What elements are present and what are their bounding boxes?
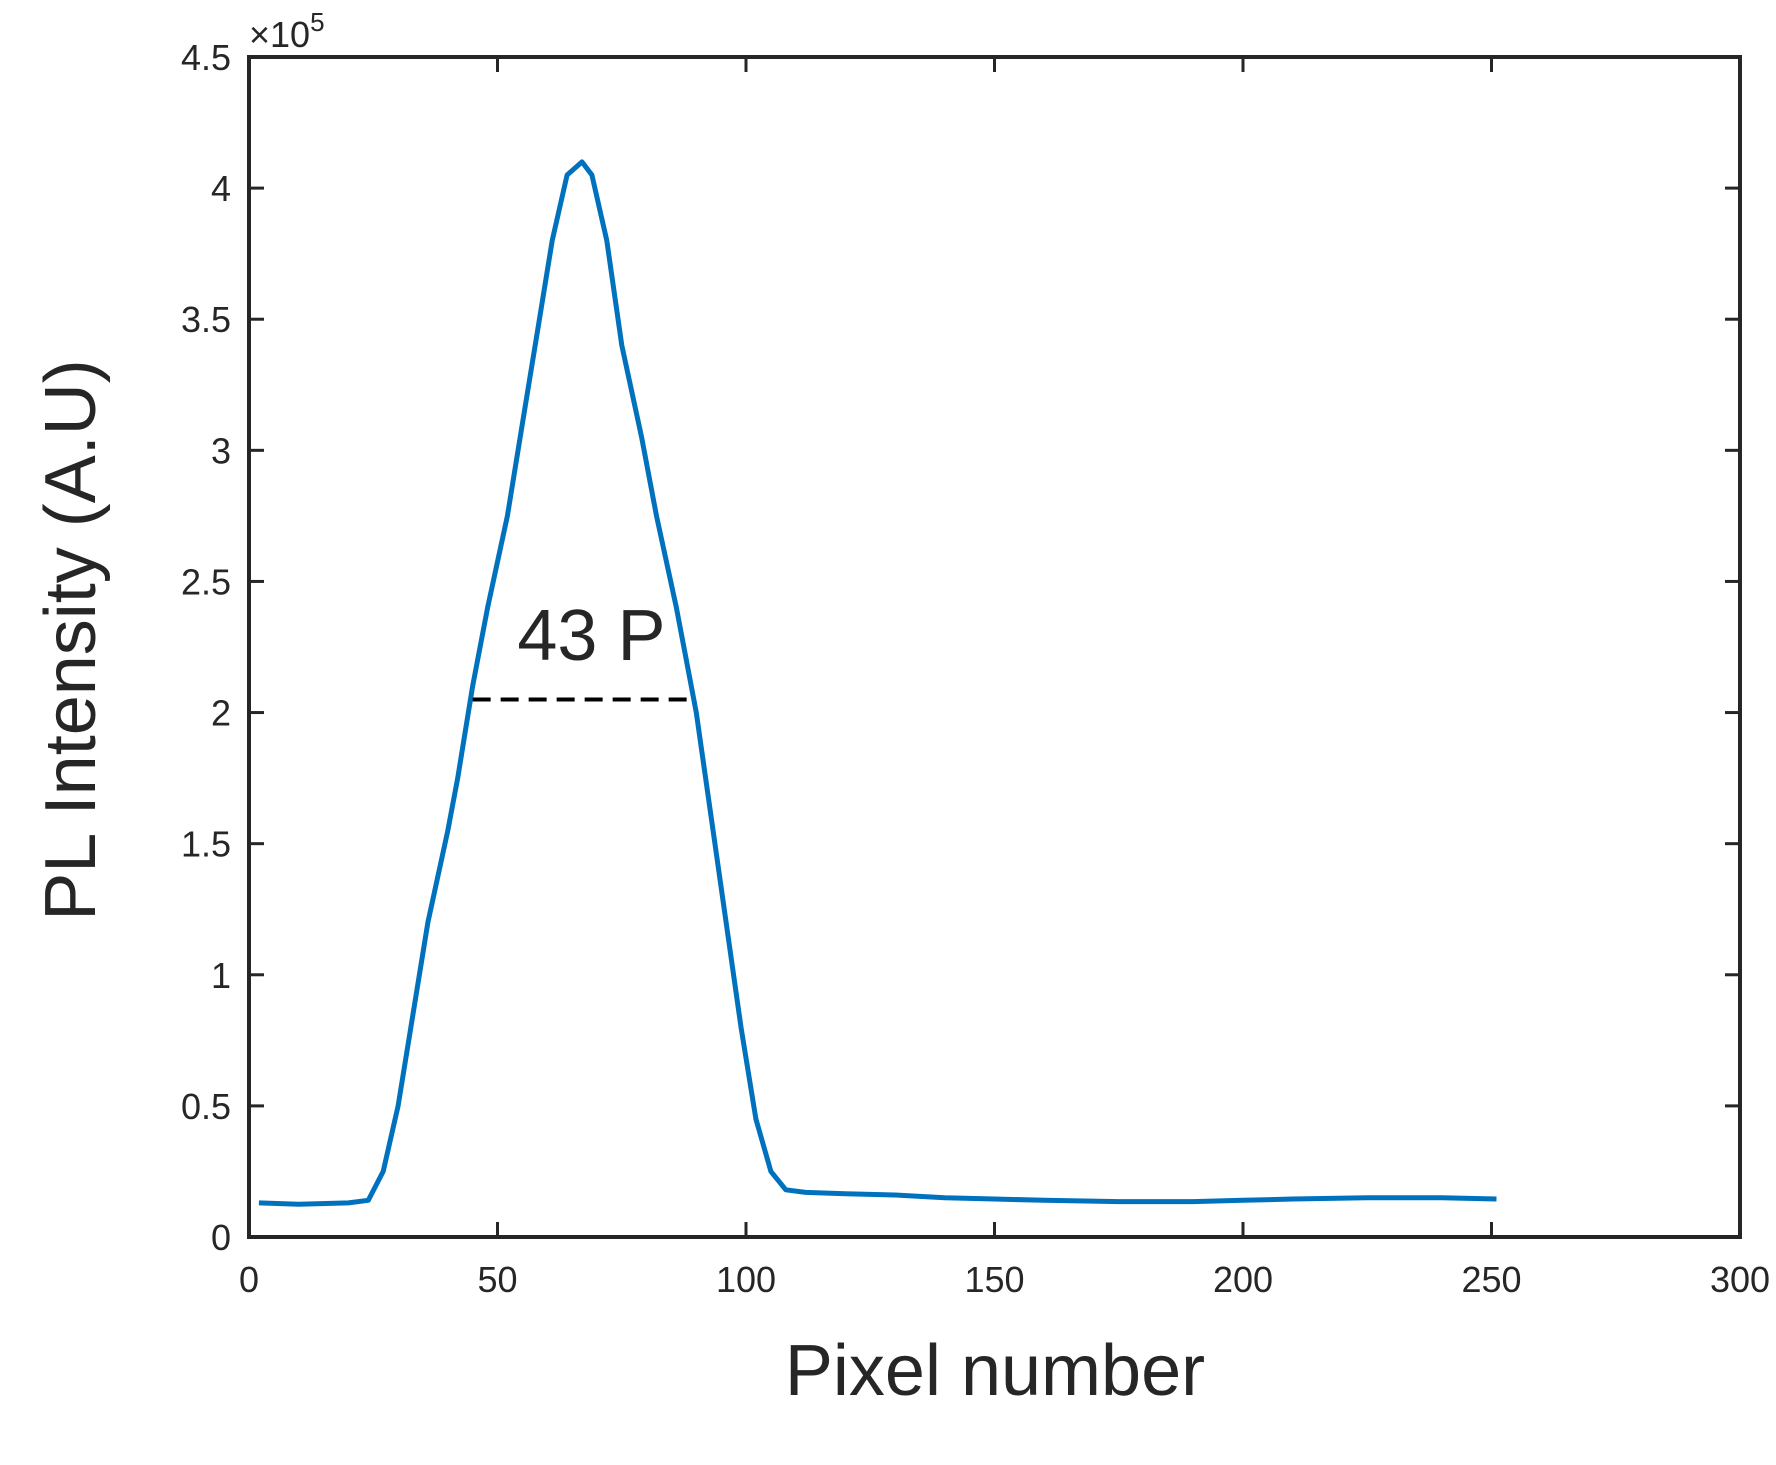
y-tick-label: 3.5	[181, 299, 231, 340]
y-multiplier-base: ×10	[249, 14, 310, 55]
x-tick-label: 300	[1710, 1259, 1770, 1300]
data-line	[258, 159, 1497, 1207]
y-tick-label: 4.5	[181, 37, 231, 78]
y-tick-label: 4	[211, 168, 231, 209]
annotation: 43 P	[517, 596, 665, 676]
y-axis-label: PL Intensity (A.U)	[31, 359, 111, 921]
x-axis-label: Pixel number	[785, 1331, 1205, 1411]
x-tick-label: 150	[964, 1259, 1024, 1300]
x-tick-label: 0	[239, 1259, 259, 1300]
x-tick-label: 50	[477, 1259, 517, 1300]
plot-frame	[247, 55, 1742, 1239]
y-multiplier: ×105	[249, 7, 325, 55]
x-tick-label: 200	[1213, 1259, 1273, 1300]
y-tick-label: 2.5	[181, 561, 231, 602]
y-tick-label: 2	[211, 693, 231, 734]
x-tick-label: 250	[1461, 1259, 1521, 1300]
y-tick-label: 0.5	[181, 1086, 231, 1127]
y-tick-label: 3	[211, 430, 231, 471]
y-tick-label: 0	[211, 1217, 231, 1258]
x-tick-label: 100	[716, 1259, 776, 1300]
y-tick-label: 1.5	[181, 824, 231, 865]
y-multiplier-exp: 5	[310, 7, 324, 37]
y-tick-label: 1	[211, 955, 231, 996]
